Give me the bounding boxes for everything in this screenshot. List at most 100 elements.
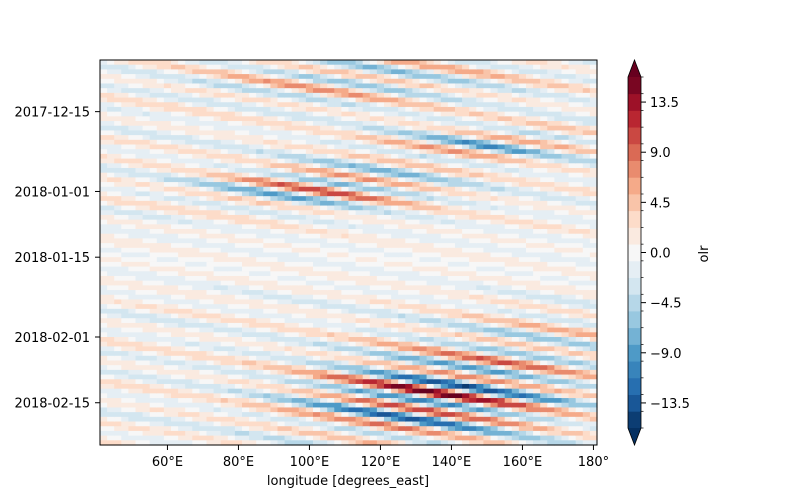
heatmap-cell xyxy=(128,322,137,329)
heatmap-cell xyxy=(185,290,193,296)
heatmap-cell xyxy=(192,351,200,357)
heatmap-cell xyxy=(213,346,222,352)
heatmap-cell xyxy=(447,280,456,286)
heatmap-cell xyxy=(291,182,300,188)
heatmap-cell xyxy=(433,172,442,178)
heatmap-cell xyxy=(497,167,506,174)
heatmap-cell xyxy=(483,125,492,132)
heatmap-cell xyxy=(497,116,506,122)
heatmap-cell xyxy=(426,196,435,202)
heatmap-cell xyxy=(412,388,421,394)
heatmap-cell xyxy=(192,383,200,390)
heatmap-cell xyxy=(384,102,392,108)
heatmap-cell xyxy=(447,332,456,338)
heatmap-cell xyxy=(426,88,435,94)
heatmap-cell xyxy=(199,238,208,244)
heatmap-cell xyxy=(483,144,492,150)
heatmap-cell xyxy=(298,412,307,418)
heatmap-cell xyxy=(455,69,463,75)
heatmap-cell xyxy=(462,398,470,404)
heatmap-cell xyxy=(447,369,456,376)
heatmap-cell xyxy=(270,257,279,263)
heatmap-cell xyxy=(313,229,321,235)
heatmap-cell xyxy=(107,191,115,197)
heatmap-cell xyxy=(511,369,520,376)
heatmap-cell xyxy=(107,322,115,329)
heatmap-cell xyxy=(384,144,392,150)
heatmap-cell xyxy=(305,304,314,310)
heatmap-cell xyxy=(185,229,193,235)
heatmap-cell xyxy=(355,111,364,117)
heatmap xyxy=(100,60,598,446)
heatmap-cell xyxy=(398,111,406,117)
heatmap-cell xyxy=(391,393,399,399)
heatmap-cell xyxy=(206,355,215,362)
heatmap-cell xyxy=(518,214,527,221)
heatmap-cell xyxy=(149,398,158,404)
heatmap-cell xyxy=(376,421,385,427)
heatmap-cell xyxy=(398,163,406,169)
heatmap-cell xyxy=(298,233,307,240)
heatmap-cell xyxy=(256,332,264,338)
heatmap-cell xyxy=(263,388,271,394)
heatmap-cell xyxy=(121,111,129,117)
heatmap-cell xyxy=(284,430,293,437)
heatmap-cell xyxy=(305,88,314,94)
heatmap-cell xyxy=(469,355,477,362)
heatmap-cell xyxy=(121,374,129,380)
heatmap-cell xyxy=(277,92,286,99)
heatmap-cell xyxy=(419,421,428,427)
heatmap-cell xyxy=(305,130,314,136)
heatmap-cell xyxy=(462,369,470,376)
heatmap-cell xyxy=(355,106,364,113)
heatmap-cell xyxy=(227,229,236,235)
heatmap-cell xyxy=(178,125,186,132)
heatmap-cell xyxy=(249,135,257,141)
heatmap-cell xyxy=(249,398,257,404)
heatmap-cell xyxy=(114,163,122,169)
heatmap-cell xyxy=(334,257,342,263)
heatmap-cell xyxy=(490,125,499,132)
heatmap-cell xyxy=(199,163,208,169)
heatmap-cell xyxy=(320,172,328,178)
heatmap-cell xyxy=(391,186,399,193)
heatmap-cell xyxy=(362,116,371,122)
heatmap-cell xyxy=(156,144,165,150)
heatmap-cell xyxy=(142,158,151,164)
heatmap-cell xyxy=(149,106,158,113)
heatmap-cell xyxy=(384,299,392,305)
heatmap-cell xyxy=(476,365,484,371)
heatmap-cell xyxy=(327,285,335,291)
heatmap-cell xyxy=(206,346,215,352)
heatmap-cell xyxy=(128,257,137,263)
heatmap-cell xyxy=(334,318,342,324)
heatmap-cell xyxy=(412,214,421,221)
heatmap-cell xyxy=(242,167,250,174)
heatmap-cell xyxy=(178,318,186,324)
heatmap-cell xyxy=(227,116,236,122)
heatmap-cell xyxy=(384,426,392,432)
heatmap-cell xyxy=(405,74,413,80)
heatmap-cell xyxy=(384,407,392,413)
heatmap-cell xyxy=(348,346,357,352)
heatmap-cell xyxy=(163,214,172,221)
heatmap-cell xyxy=(142,426,151,432)
heatmap-cell xyxy=(376,64,385,70)
heatmap-cell xyxy=(227,351,236,357)
heatmap-cell xyxy=(405,200,413,207)
heatmap-cell xyxy=(227,275,236,282)
heatmap-cell xyxy=(199,261,208,268)
heatmap-cell xyxy=(334,214,342,221)
heatmap-cell xyxy=(313,64,321,70)
heatmap-cell xyxy=(341,78,350,85)
heatmap-cell xyxy=(149,229,158,235)
heatmap-cell xyxy=(156,398,165,404)
heatmap-cell xyxy=(412,224,421,230)
heatmap-cell xyxy=(199,435,208,441)
heatmap-cell xyxy=(497,74,506,80)
heatmap-cell xyxy=(213,182,222,188)
heatmap-cell xyxy=(327,412,335,418)
heatmap-cell xyxy=(355,379,364,385)
heatmap-cell xyxy=(419,243,428,249)
heatmap-cell xyxy=(440,64,449,70)
